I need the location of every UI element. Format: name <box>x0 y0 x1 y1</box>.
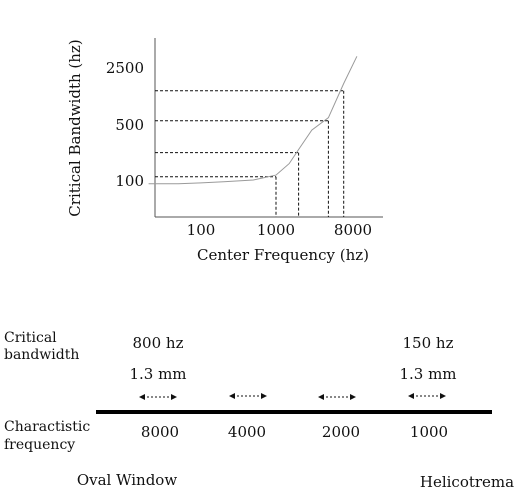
reference-lines <box>155 90 345 217</box>
span-arrow-3 <box>318 394 356 400</box>
frequency-label-1000: 1000 <box>410 423 448 441</box>
helicotrema-label: Helicotrema <box>420 473 514 491</box>
right-bandwidth-value: 150 hz <box>403 334 454 352</box>
bandwidth-curve <box>148 56 358 185</box>
y-tick-label-100: 100 <box>115 172 144 190</box>
x-tick-label-8000: 8000 <box>334 221 372 239</box>
frequency-label-8000: 8000 <box>141 423 179 441</box>
x-tick-label-100: 100 <box>187 221 216 239</box>
critical-bandwidth-label-line1: Critical <box>4 330 57 346</box>
x-axis-label: Center Frequency (hz) <box>197 246 369 264</box>
frequency-label-4000: 4000 <box>228 423 266 441</box>
bandwidth-chart: 2500 500 100 100 1000 8000 Center Freque… <box>66 38 383 264</box>
span-arrow-2 <box>229 393 267 399</box>
characteristic-frequency-label-line2: frequency <box>4 437 75 453</box>
left-distance-value: 1.3 mm <box>129 365 186 383</box>
y-tick-label-2500: 2500 <box>106 59 144 77</box>
x-tick-label-1000: 1000 <box>257 221 295 239</box>
frequency-label-2000: 2000 <box>322 423 360 441</box>
critical-bandwidth-label-line2: bandwidth <box>4 347 79 363</box>
cochlea-diagram: Critical bandwidth 800 hz 1.3 mm 150 hz … <box>4 330 514 491</box>
span-arrow-4 <box>408 393 446 399</box>
y-tick-label-500: 500 <box>115 116 144 134</box>
span-arrow-1 <box>139 394 177 400</box>
right-distance-value: 1.3 mm <box>399 365 456 383</box>
y-axis-label: Critical Bandwidth (hz) <box>66 39 84 216</box>
oval-window-label: Oval Window <box>77 471 178 489</box>
characteristic-frequency-label-line1: Charactistic <box>4 419 90 435</box>
left-bandwidth-value: 800 hz <box>133 334 184 352</box>
